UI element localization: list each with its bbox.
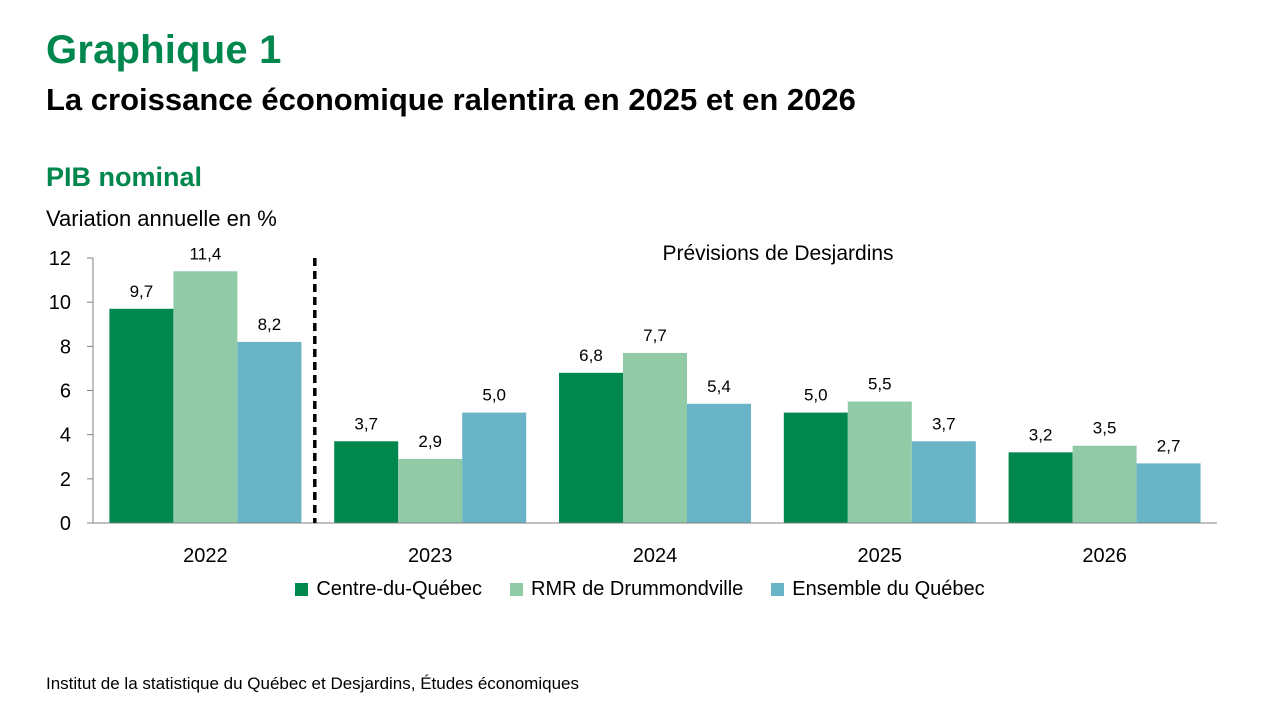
y-tick-label-4: 4 [60,425,71,447]
legend-swatch-0 [295,583,309,596]
x-tick-label-2023: 2023 [408,545,453,567]
y-tick-label-8: 8 [60,336,71,358]
data-label-2025-series-2: 3,7 [932,414,956,433]
data-labels-group: 9,7 11,4 8,2 3,7 2,9 5,0 6,8 7,7 5,4 5,0 5,5 3,7 3,2… [130,244,1181,455]
legend-item-2: Ensemble du Québec [771,578,985,601]
legend-item-1: RMR de Drummondville [510,578,743,601]
data-label-2023-series-2: 5,0 [482,386,506,405]
x-tick-label-2024: 2024 [633,545,678,567]
data-label-2023-series-0: 3,7 [354,414,378,433]
legend-label-1: RMR de Drummondville [531,578,744,600]
legend-label-2: Ensemble du Québec [792,578,985,600]
bar-2026-series-0 [1008,452,1073,523]
bar-2024-series-1 [623,352,687,523]
data-label-2024-series-1: 7,7 [643,326,667,345]
data-label-2026-series-0: 3,2 [1029,425,1053,444]
x-tick-label-2025: 2025 [858,545,903,567]
source-note: Institut de la statistique du Québec et … [46,674,579,693]
chart-number-title: Graphique 1 [46,28,282,72]
bar-2023-series-1 [398,458,463,523]
legend: Centre-du-Québec RMR de Drummondville Ense… [0,578,1280,601]
y-tick-label-2: 2 [60,469,71,491]
data-label-2025-series-1: 5,5 [868,375,892,394]
data-label-2026-series-2: 2,7 [1157,436,1181,455]
axes-group: 2022 2023 2024 2025 2026 0 2 4 6 8 10 12 [49,248,1217,567]
data-label-2024-series-0: 6,8 [579,346,603,365]
bar-2025-series-2 [911,441,976,523]
y-tick-label-10: 10 [49,292,71,314]
y-tick-label-6: 6 [60,381,71,403]
data-label-2023-series-1: 2,9 [418,432,442,451]
bar-2023-series-0 [334,441,399,523]
data-label-2026-series-1: 3,5 [1093,419,1117,438]
data-label-2022-series-0: 9,7 [130,282,154,301]
data-label-2022-series-2: 8,2 [258,315,282,334]
forecast-label: Prévisions de Desjardins [662,242,893,265]
bar-2024-series-2 [687,403,751,523]
data-label-2025-series-0: 5,0 [804,386,828,405]
bar-2022-series-0 [109,308,174,523]
bars-group [109,271,1201,523]
bar-2022-series-1 [173,271,238,523]
y-tick-label-0: 0 [60,513,71,535]
section-heading: PIB nominal [46,162,203,192]
legend-swatch-2 [771,583,785,596]
data-label-2022-series-1: 11,4 [189,244,221,263]
legend-swatch-1 [510,583,524,596]
bar-2023-series-2 [462,412,527,523]
legend-item-0: Centre-du-Québec [295,578,482,601]
bar-2025-series-1 [847,401,912,523]
bar-2024-series-0 [559,372,623,523]
y-tick-label-12: 12 [49,248,71,270]
bar-2026-series-2 [1136,463,1201,523]
bar-2022-series-2 [237,341,302,523]
x-tick-label-2022: 2022 [183,545,228,567]
y-axis-unit-label: Variation annuelle en % [46,206,277,231]
data-label-2024-series-2: 5,4 [707,377,731,396]
x-tick-label-2026: 2026 [1082,545,1127,567]
legend-label-0: Centre-du-Québec [316,578,483,600]
bar-2025-series-0 [783,412,848,523]
chart-subtitle: La croissance économique ralentira en 20… [46,82,856,117]
bar-2026-series-1 [1072,445,1137,523]
